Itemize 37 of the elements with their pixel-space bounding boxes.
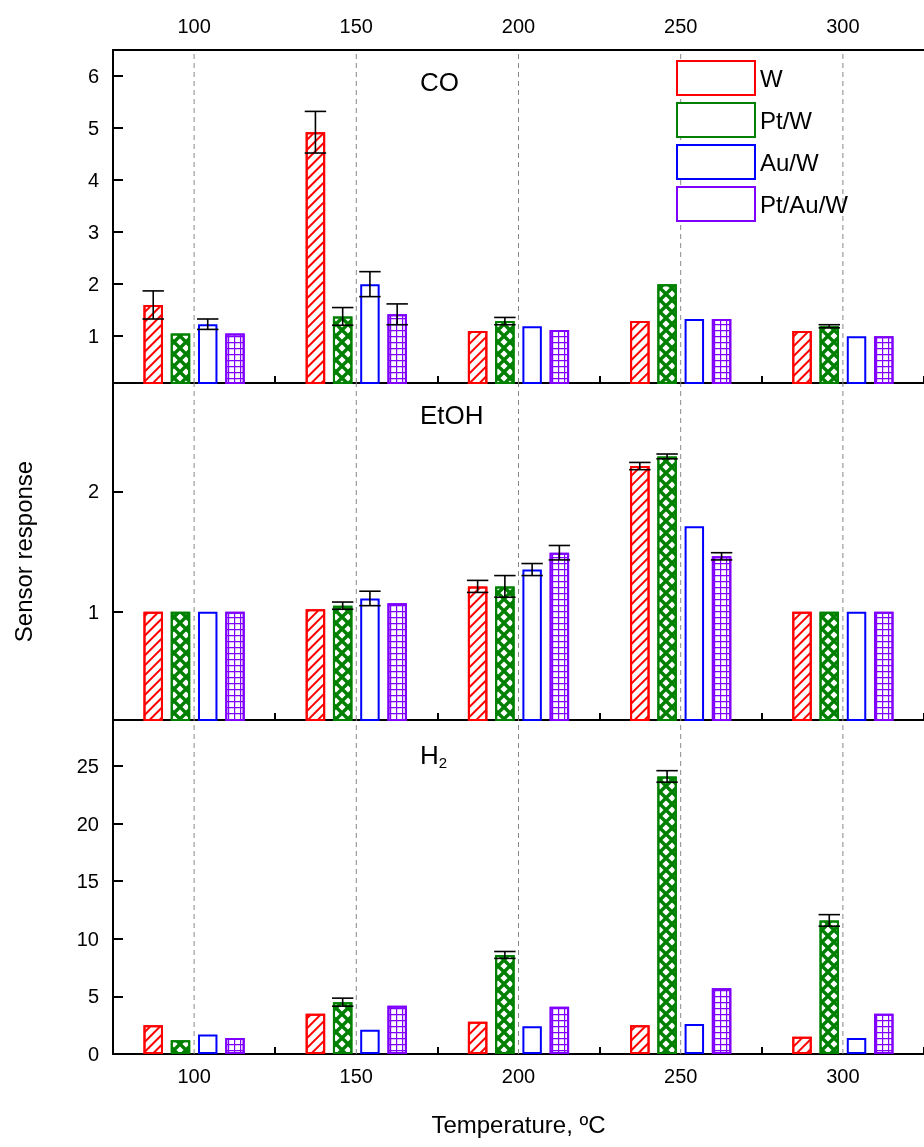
x-axis-title: Temperature, ºC	[431, 1110, 606, 1138]
bar	[684, 1024, 705, 1054]
x-tick-label: 250	[664, 15, 698, 37]
y-tick-label: 4	[87, 169, 99, 192]
legend-label: Au/W	[760, 148, 820, 176]
x-tick-label: 100	[177, 1065, 211, 1087]
x-tick-label: 100	[177, 15, 211, 37]
y-tick-label: 10	[76, 927, 99, 950]
text: CO	[420, 67, 459, 97]
y-tick-label: 3	[87, 221, 99, 244]
legend-label: W	[760, 64, 783, 92]
text: EtOH	[420, 400, 484, 430]
y-tick-label: 5	[87, 985, 99, 1008]
x-tick-label: 150	[339, 15, 373, 37]
legend-label: Pt/W	[760, 106, 813, 134]
y-tick-label: 2	[87, 273, 99, 296]
y-tick-label: 15	[76, 870, 99, 893]
bar	[197, 1034, 218, 1054]
x-tick-label: 250	[664, 1065, 698, 1087]
bar	[522, 1026, 542, 1054]
y-tick-label: 25	[76, 755, 99, 778]
y-tick-label: 2	[87, 480, 99, 503]
y-tick-label: 1	[87, 600, 99, 623]
legend-label: Pt/Au/W	[760, 190, 849, 218]
x-tick-label: 300	[826, 1065, 860, 1087]
x-tick-label: 150	[339, 1065, 373, 1087]
bar	[846, 1037, 867, 1054]
x-tick-label: 200	[501, 15, 536, 37]
x-tick-label: 300	[826, 15, 860, 37]
y-tick-label: 6	[87, 65, 99, 88]
bar	[360, 1029, 380, 1054]
y-tick-label: 1	[87, 325, 99, 348]
y-tick-label: 20	[76, 812, 99, 835]
y-axis-title: Sensor response	[9, 460, 37, 643]
x-tick-label: 200	[501, 1065, 536, 1087]
y-tick-label: 0	[87, 1043, 99, 1065]
y-tick-label: 5	[87, 117, 99, 140]
